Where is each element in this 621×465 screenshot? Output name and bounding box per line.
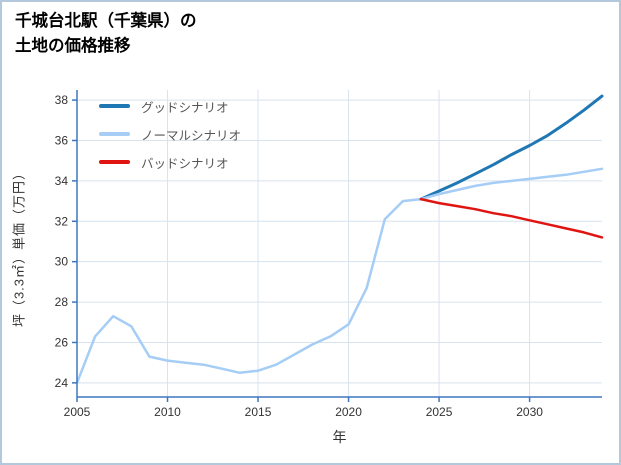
legend-item-good-scenario: グッドシナリオ (99, 92, 241, 120)
good-scenario-line-swatch (99, 104, 130, 108)
bad-scenario-line-swatch (99, 160, 130, 164)
legend-item-normal-scenario: ノーマルシナリオ (99, 120, 241, 148)
svg-text:38: 38 (55, 93, 69, 107)
svg-text:36: 36 (55, 133, 69, 147)
svg-text:34: 34 (55, 174, 69, 188)
x-axis-label: 年 (332, 429, 347, 445)
svg-text:2010: 2010 (154, 405, 181, 419)
svg-text:32: 32 (55, 214, 69, 228)
legend-label-good-scenario: グッドシナリオ (141, 100, 229, 115)
legend-label-normal-scenario: ノーマルシナリオ (141, 128, 242, 143)
svg-text:2020: 2020 (335, 405, 362, 419)
svg-text:2005: 2005 (64, 405, 91, 419)
y-axis-label: 坪（3.3㎡）単価（万円） (11, 165, 27, 328)
svg-text:2015: 2015 (245, 405, 272, 419)
svg-text:2025: 2025 (426, 405, 453, 419)
legend-label-bad-scenario: バッドシナリオ (141, 156, 229, 171)
page-title-line1: 千城台北駅（千葉県）の (15, 12, 197, 30)
normal-scenario-line-swatch (99, 132, 130, 136)
svg-text:26: 26 (55, 335, 69, 349)
svg-text:28: 28 (55, 295, 69, 309)
legend-item-bad-scenario: バッドシナリオ (99, 148, 241, 176)
page-title: 千城台北駅（千葉県）の 土地の価格推移 (15, 9, 197, 59)
svg-text:24: 24 (55, 376, 69, 390)
page-title-line2: 土地の価格推移 (15, 37, 131, 55)
legend: グッドシナリオ ノーマルシナリオ バッドシナリオ (99, 92, 241, 176)
svg-text:2030: 2030 (516, 405, 543, 419)
svg-text:30: 30 (55, 255, 69, 269)
